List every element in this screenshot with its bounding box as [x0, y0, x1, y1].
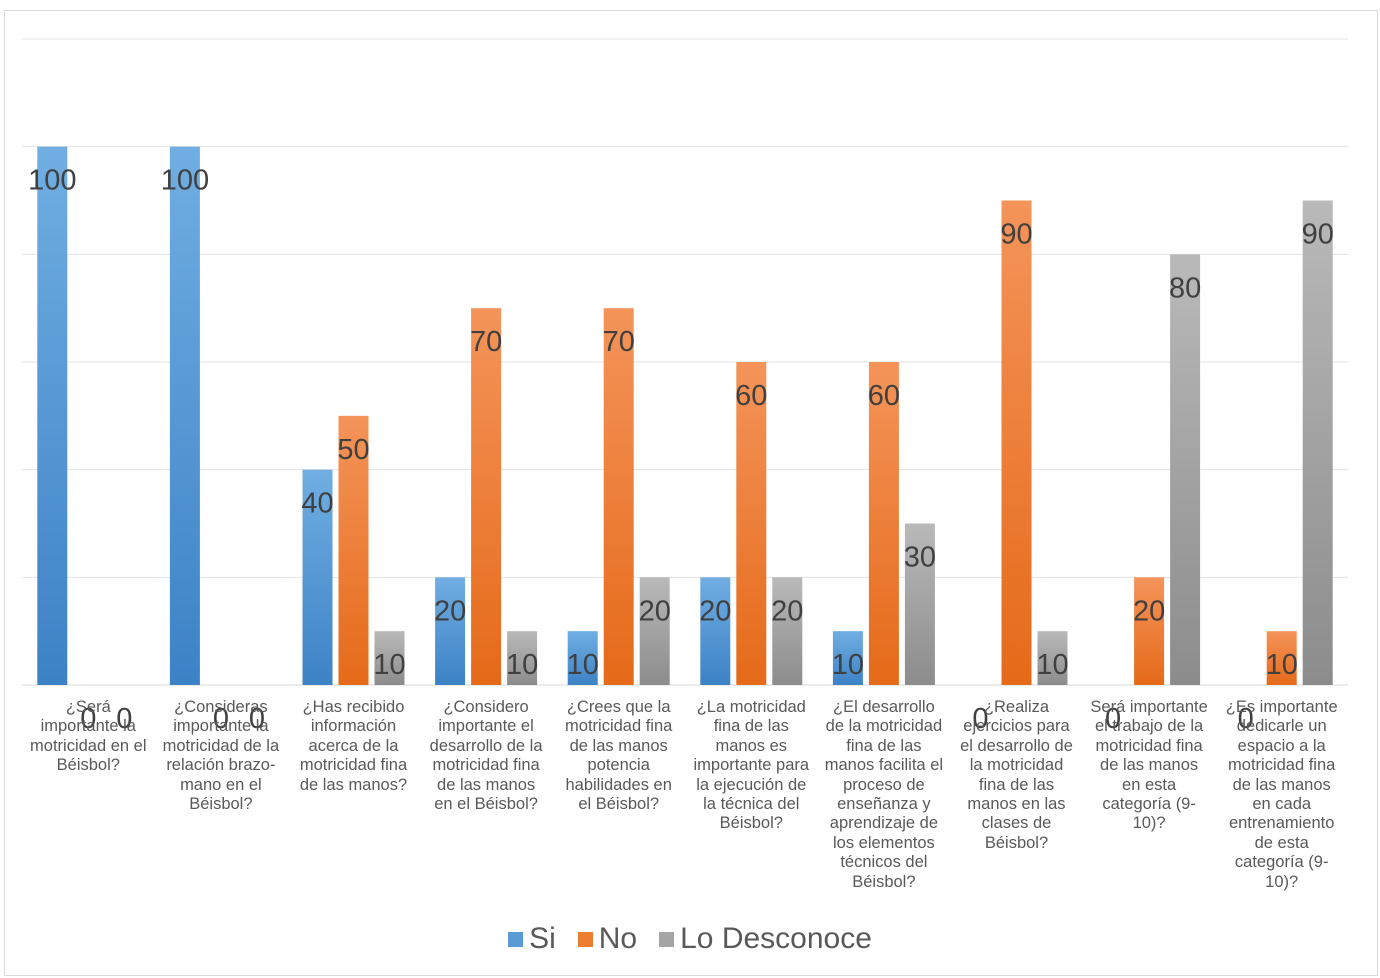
category-label: Será importante el trabajo de la motricida… — [1090, 698, 1208, 833]
bar-no — [338, 415, 369, 685]
bar-lo-desconoce — [904, 523, 935, 685]
bar-si — [435, 577, 466, 685]
legend-label: Si — [529, 922, 556, 955]
legend-item: No — [577, 922, 638, 956]
data-label: 0 — [80, 703, 96, 735]
bar-si — [567, 631, 598, 685]
data-label: 20 — [1133, 595, 1165, 627]
data-label: 10 — [1266, 649, 1298, 681]
data-label: 20 — [699, 595, 731, 627]
bar-no — [471, 308, 502, 685]
chart-frame — [4, 10, 1378, 976]
data-label: 20 — [434, 595, 466, 627]
bar-no — [1001, 200, 1032, 685]
data-label: 10 — [506, 649, 538, 681]
legend-label: Lo Desconoce — [680, 922, 872, 955]
data-label: 100 — [161, 165, 209, 197]
bar-lo-desconoce — [772, 577, 803, 685]
category-label: ¿Crees que la motricidad fina de las manos… — [565, 698, 673, 814]
data-label: 10 — [1036, 649, 1068, 681]
legend-item: Lo Desconoce — [659, 922, 872, 956]
bar-lo-desconoce — [1302, 200, 1333, 685]
legend-swatch — [508, 931, 524, 947]
legend-swatch — [659, 931, 675, 947]
legend-item: Si — [508, 922, 556, 956]
legend-swatch — [577, 931, 593, 947]
bar-si — [832, 631, 863, 685]
category-label: ¿Será importante la motricidad en el Béisbo… — [30, 698, 147, 775]
bar-lo-desconoce — [639, 577, 670, 685]
category-label: ¿Realiza ejercicios para el desarrollo de l… — [960, 698, 1073, 852]
bar-si — [302, 469, 333, 685]
category-label: ¿El desarrollo de la motricidad fina de la… — [824, 698, 944, 891]
data-label: 10 — [832, 649, 864, 681]
category-label: ¿Es importante dedicarle un espacio a la mo… — [1225, 698, 1338, 891]
bar-lo-desconoce — [374, 631, 405, 685]
bar-si — [169, 146, 200, 685]
bar-lo-desconoce — [507, 631, 538, 685]
data-label: 60 — [868, 380, 900, 412]
gridlines — [22, 38, 1348, 686]
bars — [37, 146, 1333, 686]
data-label: 0 — [1238, 703, 1254, 735]
legend-label: No — [598, 922, 638, 955]
data-label: 40 — [301, 488, 333, 520]
data-label: 50 — [337, 434, 369, 466]
bar-no — [1266, 631, 1297, 685]
data-label: 20 — [771, 595, 803, 627]
category-label: ¿Considero importante el desarrollo de la m… — [429, 698, 543, 814]
data-label: 10 — [373, 649, 405, 681]
bar-no — [603, 308, 634, 685]
data-label: 90 — [1000, 219, 1032, 251]
category-label: ¿La motricidad fina de las manos es importa… — [693, 698, 810, 833]
data-label: 0 — [1105, 703, 1121, 735]
data-label: 0 — [249, 703, 265, 735]
data-label: 100 — [28, 165, 76, 197]
data-label: 10 — [567, 649, 599, 681]
data-label: 20 — [639, 595, 671, 627]
data-label: 0 — [116, 703, 132, 735]
bar-lo-desconoce — [1170, 254, 1201, 686]
data-label: 60 — [735, 380, 767, 412]
data-label: 80 — [1169, 272, 1201, 304]
data-label: 30 — [904, 542, 936, 574]
bar-lo-desconoce — [1037, 631, 1068, 685]
data-label: 0 — [972, 703, 988, 735]
bar-si — [700, 577, 731, 685]
category-label: ¿Has recibido información acerca de la motr… — [299, 698, 408, 794]
bar-no — [736, 362, 767, 685]
data-label: 70 — [603, 326, 635, 358]
data-label: 90 — [1302, 219, 1334, 251]
category-label: ¿Consideras importante la motricidad de la… — [162, 698, 280, 814]
bar-no — [868, 362, 899, 685]
bar-si — [37, 146, 68, 685]
data-label: 70 — [470, 326, 502, 358]
bar-no — [1134, 577, 1165, 685]
data-label: 0 — [213, 703, 229, 735]
legend: Si No Lo Desconoce — [0, 922, 1380, 956]
